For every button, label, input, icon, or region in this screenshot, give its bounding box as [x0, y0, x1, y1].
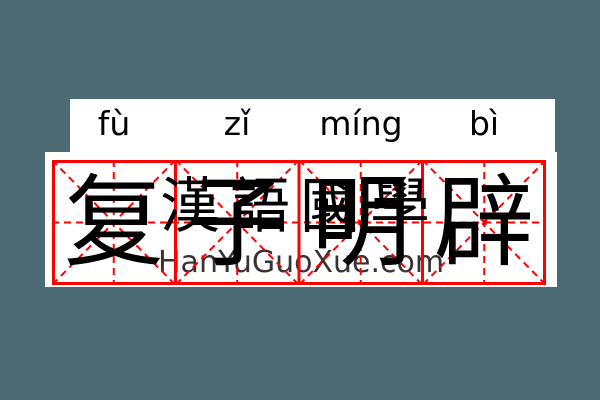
- pinyin-syllable: míng: [319, 104, 403, 143]
- hanzi-character: 子: [187, 164, 287, 281]
- hanzi-character: 明: [311, 164, 411, 281]
- pinyin-syllable: fù: [97, 104, 131, 143]
- hanzi-character: 辟: [434, 164, 534, 281]
- pinyin-syllable: zǐ: [223, 104, 251, 143]
- hanzi-watermark-text: 漢語國學: [160, 172, 440, 242]
- grid-panel-background: [45, 152, 557, 287]
- grid-cell-guides: [52, 160, 546, 285]
- grid-cell-separators: [174, 160, 424, 285]
- pinyin-panel-background: [70, 99, 555, 157]
- mizige-grid: [52, 160, 546, 285]
- site-watermark-text: HanYuGuoXue.com: [158, 245, 445, 280]
- pinyin-syllable: bì: [468, 104, 500, 143]
- hanzi-character: 复: [64, 164, 164, 281]
